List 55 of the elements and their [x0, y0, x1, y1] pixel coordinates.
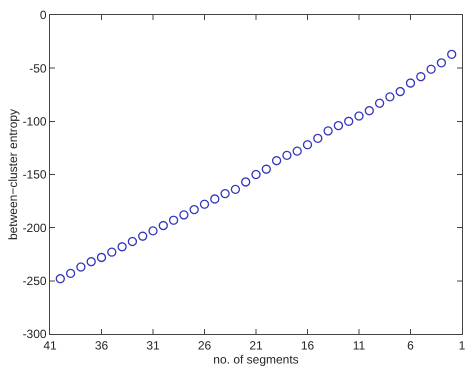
point — [76, 262, 86, 272]
point — [138, 232, 148, 241]
point — [447, 50, 456, 59]
point — [396, 86, 405, 96]
point — [262, 164, 271, 174]
point — [436, 58, 446, 68]
x-tick-label: 16 — [300, 338, 314, 352]
point — [66, 268, 76, 278]
x-tick-label: 1 — [458, 338, 466, 352]
point — [344, 116, 354, 126]
point — [158, 220, 168, 230]
point — [148, 226, 158, 236]
point — [117, 242, 127, 252]
y-axis-title: between−cluster entropy — [6, 108, 20, 240]
point — [416, 72, 426, 82]
point — [313, 134, 322, 143]
x-tick-label: 6 — [407, 338, 414, 352]
point — [128, 236, 138, 246]
point — [364, 106, 374, 116]
x-tick-label: 11 — [352, 338, 366, 352]
point — [354, 111, 364, 121]
point — [282, 150, 292, 160]
x-axis-title: no. of segments — [213, 352, 299, 366]
x-tick-label: 31 — [146, 338, 160, 352]
point — [220, 188, 230, 198]
point — [374, 98, 384, 108]
x-tick-label: 36 — [94, 338, 108, 352]
y-tick-label: 0 — [40, 8, 47, 22]
y-tick-label: -250 — [22, 274, 47, 288]
point — [107, 247, 116, 257]
point — [406, 78, 416, 88]
point — [86, 257, 96, 266]
point — [179, 210, 189, 220]
point — [200, 200, 210, 209]
point — [230, 184, 240, 194]
x-tick-label: 21 — [249, 338, 263, 352]
y-tick-label: -150 — [22, 168, 47, 182]
point — [241, 177, 250, 187]
point — [190, 204, 199, 214]
point — [334, 120, 344, 130]
x-tick-label: 26 — [198, 338, 212, 352]
point — [251, 170, 261, 180]
point — [168, 216, 178, 225]
point — [272, 156, 282, 166]
y-tick-label: -50 — [29, 61, 47, 76]
point — [96, 252, 106, 262]
point — [323, 126, 333, 136]
y-tick-label: -100 — [22, 114, 47, 129]
point — [56, 274, 65, 284]
point — [302, 140, 312, 150]
point — [292, 146, 302, 156]
point — [210, 194, 220, 204]
y-tick-label: -200 — [22, 220, 47, 235]
point — [385, 92, 395, 102]
point — [426, 64, 436, 74]
